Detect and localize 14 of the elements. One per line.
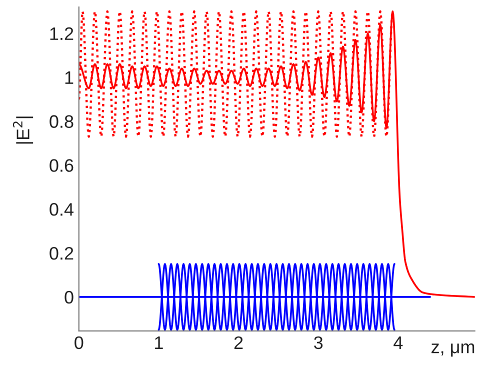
x-tick-label: 1 xyxy=(155,336,163,349)
y-tick-label: 0.8 xyxy=(50,115,74,128)
y-tick-label: 1 xyxy=(65,71,74,84)
x-tick-label: 2 xyxy=(234,336,243,349)
y-tick-label: 0 xyxy=(64,290,74,304)
x-tick-label: 4 xyxy=(394,336,403,349)
y-tick-label: 0.2 xyxy=(50,246,74,260)
x-axis-title: z, μm xyxy=(432,343,474,357)
y-axis-title: |E$^{2}$| xyxy=(12,116,34,144)
x-tick-label: 3 xyxy=(314,336,323,350)
y-tick-label: 0.6 xyxy=(50,159,74,172)
y-tick-label: 0.4 xyxy=(50,203,74,216)
y-tick-label: 1.2 xyxy=(50,27,74,40)
x-tick-label: 0 xyxy=(74,336,84,350)
